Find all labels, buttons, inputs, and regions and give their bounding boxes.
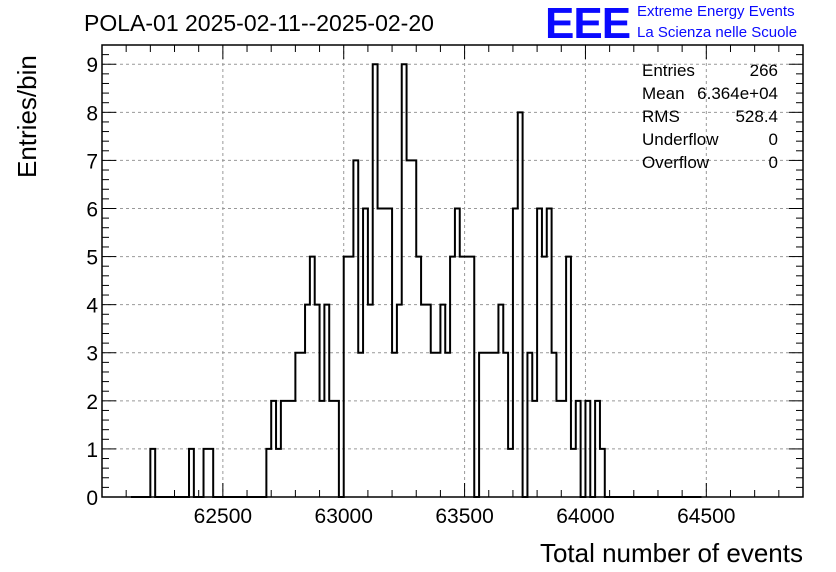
x-tick-label: 62500	[194, 505, 252, 528]
plot-frame-rect	[101, 44, 804, 498]
x-tick-label: 64500	[677, 505, 735, 528]
stats-label: RMS	[642, 107, 680, 126]
x-axis-label: Total number of events	[540, 538, 803, 568]
chart-title: POLA-01 2025-02-11--2025-02-20	[84, 10, 434, 36]
stats-label: Entries	[642, 61, 695, 80]
histogram-bin	[508, 449, 513, 497]
stats-value: 0	[769, 153, 778, 172]
plot-frame	[101, 44, 804, 498]
y-tick-label: 8	[86, 102, 98, 125]
y-tick-label: 6	[86, 198, 98, 221]
y-axis-ticks: 0 1 2 3 4 5 6 7 8 9	[86, 44, 803, 510]
x-tick-label: 63500	[435, 505, 493, 528]
stats-label: Overflow	[642, 153, 710, 172]
histogram-bin	[445, 353, 450, 497]
stats-label: Underflow	[642, 130, 719, 149]
histogram-bin	[431, 353, 436, 497]
y-tick-label: 3	[86, 343, 98, 366]
y-tick-label: 0	[86, 487, 98, 510]
histogram-bin	[358, 353, 363, 497]
histogram-line	[131, 63, 702, 498]
histogram-bin	[407, 160, 412, 497]
histogram-bin	[392, 353, 397, 497]
histogram-bin	[349, 257, 354, 497]
grid-lines	[102, 45, 803, 497]
eee-logo-icon: EEE	[545, 0, 631, 48]
histogram-bin	[494, 353, 499, 497]
eee-logo-line2: La Scienza nelle Scuole	[637, 24, 798, 41]
histogram-bin	[571, 449, 576, 497]
y-tick-label: 2	[86, 391, 98, 414]
stats-value: 266	[750, 61, 778, 80]
x-tick-label: 64000	[556, 505, 614, 528]
histogram-bin	[276, 449, 281, 497]
x-tick-label: 63000	[315, 505, 373, 528]
stats-value: 528.4	[735, 107, 778, 126]
stats-value: 6.364e+04	[697, 84, 778, 103]
y-tick-label: 7	[86, 150, 98, 173]
eee-logo-line1: Extreme Energy Events	[637, 3, 795, 20]
y-axis-label: Entries/bin	[12, 55, 42, 178]
histogram-series	[131, 63, 702, 498]
x-axis-ticks: 62500 63000 63500 64000 64500	[101, 45, 804, 528]
histogram-bin	[484, 353, 489, 497]
y-tick-label: 4	[86, 295, 98, 318]
histogram-bin	[465, 257, 470, 497]
histogram-bin	[460, 257, 465, 497]
histogram-bin	[300, 353, 305, 497]
stats-box: Entries 266 Mean 6.364e+04 RMS 528.4 Underflow…	[642, 61, 778, 172]
histogram-bin	[436, 353, 441, 497]
stats-value: 0	[769, 130, 778, 149]
y-tick-label: 1	[86, 439, 98, 462]
y-tick-label: 9	[86, 54, 98, 77]
stats-label: Mean	[642, 84, 685, 103]
histogram-bin	[542, 257, 547, 497]
y-tick-label: 5	[86, 247, 98, 270]
histogram-bin	[489, 353, 494, 497]
